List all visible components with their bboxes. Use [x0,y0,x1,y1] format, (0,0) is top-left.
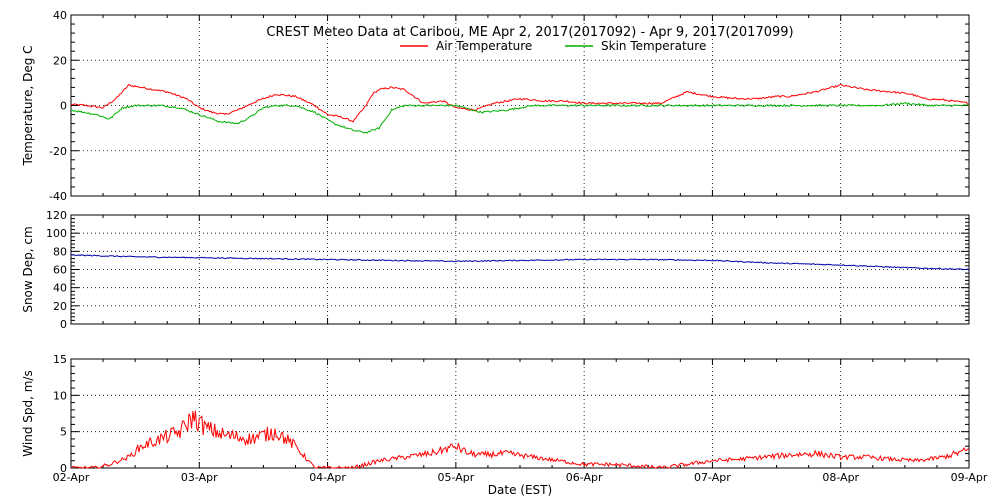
y-tick-label: 5 [60,426,67,439]
y-tick-label: 15 [53,353,67,366]
y-tick-label: 80 [53,245,67,258]
y-tick-label: 120 [46,209,67,222]
x-tick-label: 06-Apr [566,471,603,484]
x-tick-label: 02-Apr [53,471,90,484]
chart-title: CREST Meteo Data at Caribou, ME Apr 2, 2… [266,25,793,40]
panel-frame [70,358,970,469]
x-axis-label: Date (EST) [488,483,552,497]
y-tick-label: 20 [53,300,67,313]
x-tick-label: 09-Apr [951,471,988,484]
y-tick-label: 40 [53,282,67,295]
legend-label: Air Temperature [436,39,532,53]
x-tick-label: 08-Apr [822,471,859,484]
y-axis-label: Snow Dep, cm [21,226,35,312]
y-tick-label: -40 [49,190,67,203]
x-tick-label: 04-Apr [309,471,346,484]
x-tick-label: 07-Apr [694,471,731,484]
x-tick-label: 03-Apr [181,471,218,484]
y-axis-label: Temperature, Deg C [21,45,35,166]
series-line-snow-depth [71,254,970,271]
y-tick-label: 20 [53,54,67,67]
y-tick-label: 40 [53,9,67,22]
series-line-air-temperature [70,83,970,123]
y-tick-label: 60 [53,264,67,277]
y-tick-label: 0 [60,462,67,475]
x-tick-label: 05-Apr [437,471,474,484]
y-tick-label: 0 [60,100,67,113]
y-tick-label: 100 [46,227,67,240]
y-tick-label: 10 [53,389,67,402]
y-axis-label: Wind Spd, m/s [21,370,35,456]
y-tick-label: 0 [60,318,67,331]
legend-label: Skin Temperature [601,39,706,53]
series-line-wind-speed [70,410,970,469]
series-line-skin-temperature [70,101,970,134]
y-tick-label: -20 [49,145,67,158]
